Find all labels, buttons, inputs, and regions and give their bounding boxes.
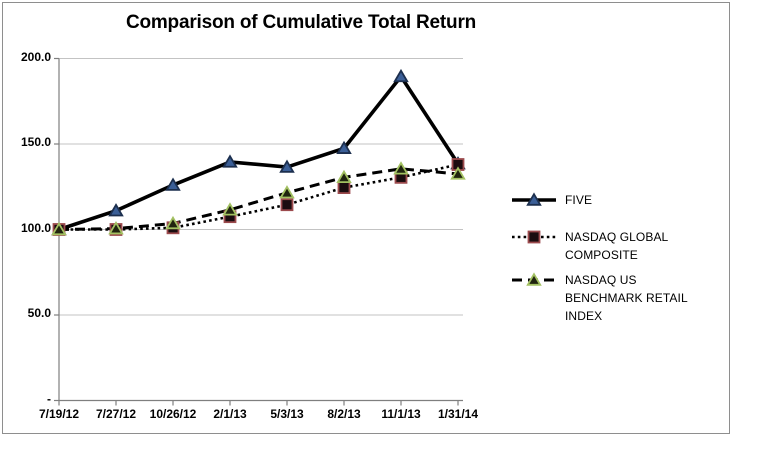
legend: FIVE NASDAQ GLOBAL COMPOSITE NASDAQ US B… — [511, 3, 731, 435]
legend-entry-nasdaq-global-composite: NASDAQ GLOBAL COMPOSITE — [511, 228, 715, 264]
legend-entry-nasdaq-us-benchmark-retail: NASDAQ US BENCHMARK RETAIL INDEX — [511, 271, 715, 325]
legend-entry-five: FIVE — [511, 191, 715, 209]
chart-frame: Comparison of Cumulative Total Return 20… — [2, 2, 730, 434]
legend-sample-nasdaq-us-benchmark-retail — [512, 272, 556, 286]
legend-sample-nasdaq-global-composite — [512, 230, 556, 244]
plot-area — [51, 57, 466, 406]
x-tick-label: 1/31/14 — [437, 407, 479, 421]
y-tick-label: 50.0 — [27, 306, 51, 320]
x-tick-label: 7/19/12 — [38, 407, 80, 421]
chart-title: Comparison of Cumulative Total Return — [125, 12, 477, 33]
legend-label-nasdaq-global-composite: NASDAQ GLOBAL COMPOSITE — [565, 230, 668, 262]
y-tick-label: 150.0 — [20, 135, 51, 149]
x-tick-label: 8/2/13 — [327, 407, 361, 421]
legend-label-five: FIVE — [565, 193, 593, 207]
legend-sample-five — [512, 192, 556, 206]
y-tick-label: - — [47, 391, 51, 406]
y-tick-label: 100.0 — [20, 220, 51, 235]
y-tick-label: 200.0 — [20, 49, 51, 64]
x-tick-label: 10/26/12 — [149, 407, 197, 421]
x-tick-label: 7/27/12 — [95, 407, 137, 421]
legend-label-nasdaq-us-benchmark-retail: NASDAQ US BENCHMARK RETAIL INDEX — [565, 273, 688, 323]
x-tick-label: 5/3/13 — [270, 407, 304, 421]
x-tick-label: 2/1/13 — [213, 407, 247, 421]
x-tick-label: 11/1/13 — [381, 407, 421, 421]
